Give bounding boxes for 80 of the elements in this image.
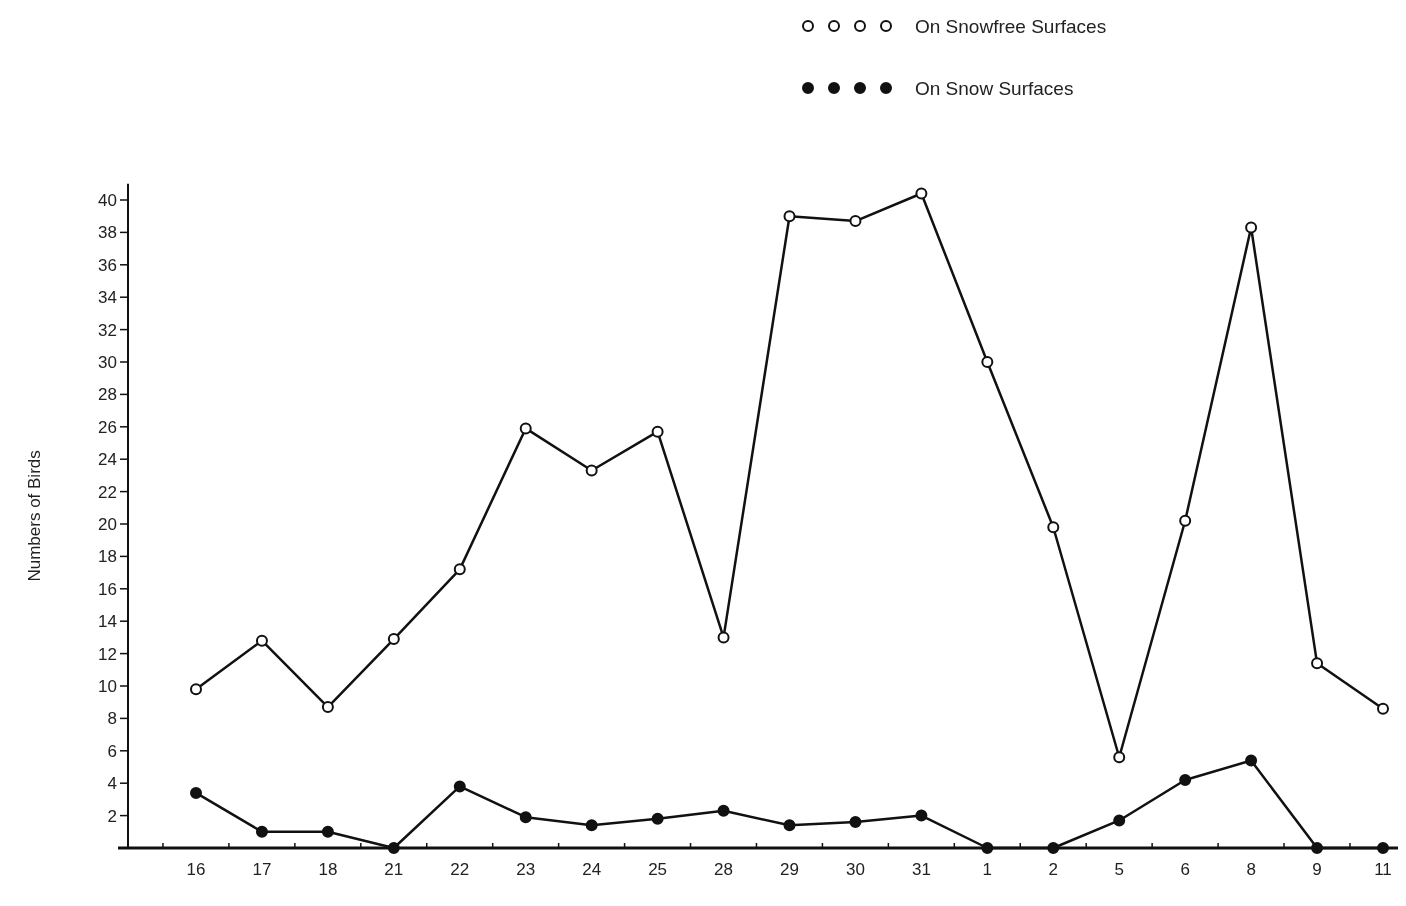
point — [255, 634, 268, 647]
point — [321, 825, 334, 838]
point — [1311, 657, 1324, 670]
point — [585, 819, 598, 832]
point — [1245, 221, 1258, 234]
x-tick-label: 24 — [582, 860, 602, 879]
point — [1047, 521, 1060, 534]
point — [1047, 842, 1060, 854]
point — [1113, 751, 1126, 764]
y-tick-label: 8 — [107, 709, 117, 729]
point — [1179, 514, 1192, 527]
legend-label: On Snow Surfaces — [915, 77, 1074, 99]
y-tick-label: 16 — [98, 579, 117, 599]
point — [519, 811, 532, 824]
x-tick-label: 30 — [845, 860, 865, 879]
x-tick-label: 8 — [1246, 860, 1256, 879]
x-tick-label: 5 — [1114, 860, 1124, 879]
x-tick-label: 28 — [714, 860, 734, 879]
point — [651, 425, 664, 438]
point — [981, 356, 994, 368]
x-tick-label: 21 — [384, 860, 404, 879]
point — [321, 701, 334, 714]
legend-label: On Snowfree Surfaces — [915, 15, 1107, 37]
point — [190, 683, 202, 696]
y-tick-label: 32 — [98, 320, 117, 340]
point — [453, 780, 466, 793]
y-tick-label: 6 — [107, 741, 117, 761]
x-tick-label: 9 — [1312, 860, 1322, 879]
point — [1113, 814, 1126, 827]
y-tick-label: 18 — [98, 547, 117, 567]
y-axis-title: Numbers of Birds — [25, 450, 44, 582]
x-tick-label: 16 — [186, 860, 206, 879]
point — [651, 812, 664, 825]
point — [519, 422, 532, 435]
point — [1245, 754, 1258, 767]
y-tick-label: 22 — [98, 482, 117, 502]
x-tick-label: 1 — [982, 860, 993, 879]
point — [915, 187, 928, 200]
x-tick-label: 11 — [1374, 860, 1392, 879]
y-tick-label: 38 — [98, 223, 117, 243]
y-tick-label: 20 — [98, 514, 117, 534]
y-tick-label: 26 — [98, 417, 117, 437]
x-tick-label: 25 — [648, 860, 668, 879]
x-tick-label: 22 — [450, 860, 470, 879]
point — [1377, 702, 1389, 715]
point — [849, 215, 862, 228]
point — [255, 825, 268, 838]
y-tick-label: 34 — [98, 288, 117, 308]
x-tick-label: 6 — [1180, 860, 1190, 879]
x-tick-label: 31 — [911, 860, 931, 879]
point — [453, 563, 466, 576]
point — [585, 464, 598, 477]
y-tick-label: 24 — [98, 450, 117, 470]
y-tick-label: 40 — [98, 190, 117, 210]
y-tick-label: 36 — [98, 255, 117, 275]
point — [1311, 842, 1324, 854]
point — [387, 842, 400, 854]
point — [849, 816, 862, 829]
y-tick-label: 30 — [98, 352, 117, 372]
point — [190, 786, 202, 799]
y-tick-label: 28 — [98, 385, 117, 405]
point — [783, 819, 796, 832]
y-tick-label: 14 — [98, 612, 117, 632]
point — [717, 804, 730, 817]
point — [981, 842, 994, 854]
point — [387, 633, 400, 646]
x-tick-label: 2 — [1048, 860, 1059, 879]
x-tick-label: 23 — [516, 860, 536, 879]
y-tick-label: 12 — [98, 644, 117, 664]
x-tick-label: 17 — [252, 860, 272, 879]
point — [783, 210, 796, 223]
point — [717, 631, 730, 644]
point — [1377, 842, 1389, 854]
x-tick-label: 18 — [318, 860, 338, 879]
y-tick-label: 2 — [107, 806, 117, 826]
point — [1179, 773, 1192, 786]
y-tick-label: 4 — [107, 774, 117, 794]
x-tick-label: 29 — [780, 860, 799, 879]
y-tick-label: 10 — [98, 676, 117, 696]
point — [915, 809, 928, 822]
